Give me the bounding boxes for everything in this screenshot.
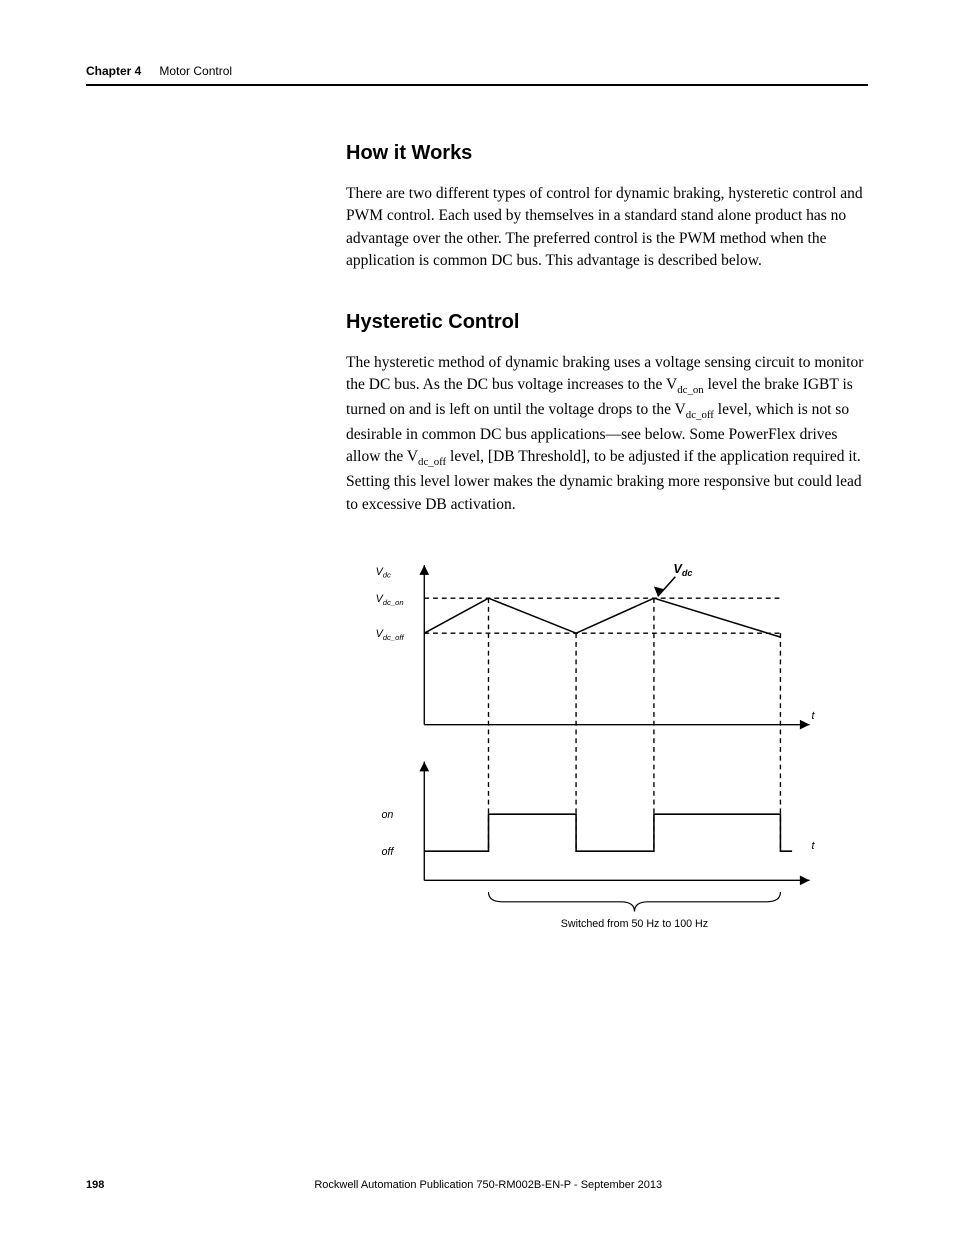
svg-text:t: t: [812, 710, 816, 722]
page-header: Chapter 4 Motor Control: [86, 64, 868, 86]
page-footer: 198 Rockwell Automation Publication 750-…: [86, 1179, 868, 1191]
para-how-it-works: There are two different types of control…: [346, 183, 868, 273]
sub-dc-on-1: dc_on: [677, 384, 704, 396]
svg-text:off: off: [381, 846, 394, 858]
svg-text:Vdc_on: Vdc_on: [376, 593, 404, 607]
para-hysteretic-control: The hysteretic method of dynamic braking…: [346, 352, 868, 516]
heading-how-it-works: How it Works: [346, 142, 868, 165]
svg-text:Switched from 50 Hz to 100 Hz: Switched from 50 Hz to 100 Hz: [561, 918, 708, 930]
hysteretic-diagram-svg: Vdc Vdc_on Vdc_offt Vdc on off t Switched from …: [362, 554, 868, 944]
svg-text:Vdc: Vdc: [673, 562, 692, 578]
svg-text:t: t: [812, 840, 816, 852]
page: Chapter 4 Motor Control How it Works The…: [0, 0, 954, 1235]
heading-hysteretic-control: Hysteretic Control: [346, 311, 868, 334]
hysteretic-diagram: Vdc Vdc_on Vdc_offt Vdc on off t Switched from …: [362, 554, 868, 944]
content-column: How it Works There are two different typ…: [346, 142, 868, 944]
section-label: Motor Control: [159, 64, 232, 78]
svg-text:Vdc: Vdc: [376, 566, 391, 580]
sub-dc-off-2: dc_off: [418, 457, 446, 469]
svg-text:on: on: [381, 809, 393, 821]
publication-line: Rockwell Automation Publication 750-RM00…: [314, 1179, 868, 1191]
page-number: 198: [86, 1179, 104, 1191]
chapter-label: Chapter 4: [86, 64, 141, 78]
svg-text:Vdc_off: Vdc_off: [376, 628, 405, 642]
sub-dc-off-1: dc_off: [686, 409, 714, 421]
